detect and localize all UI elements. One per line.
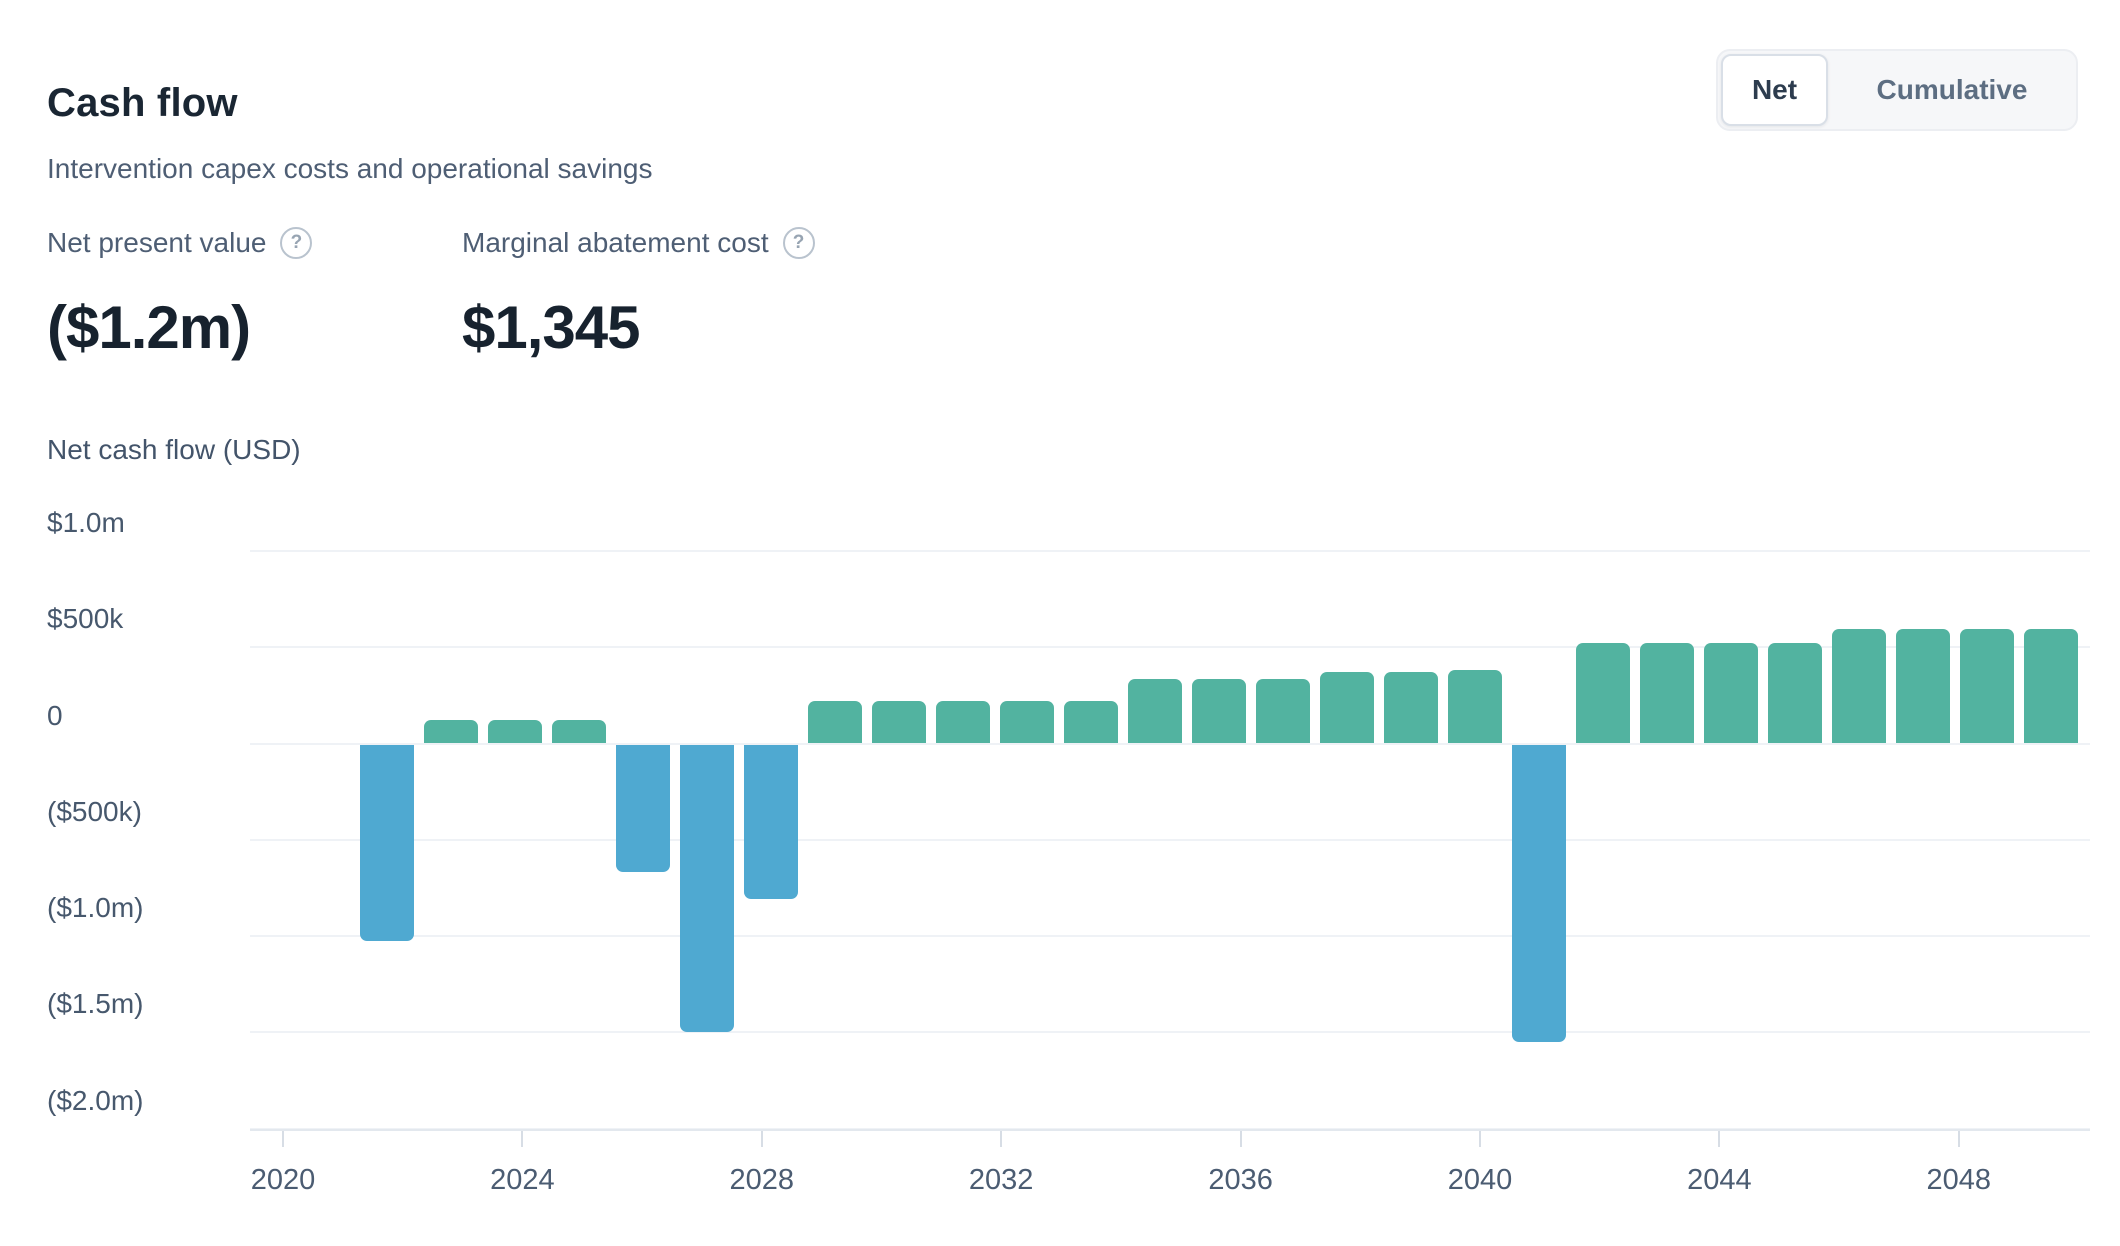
mac-value: $1,345 bbox=[462, 294, 641, 361]
bar-2038[interactable] bbox=[1384, 671, 1438, 743]
x-tick-label: 2048 bbox=[1926, 1164, 1992, 1196]
gridline bbox=[250, 549, 2090, 552]
bar-2039[interactable] bbox=[1448, 669, 1502, 743]
x-tick-label: 2024 bbox=[490, 1164, 555, 1196]
mac-label-text: Marginal abatement cost bbox=[462, 227, 769, 258]
bar-2042[interactable] bbox=[1640, 642, 1694, 743]
x-tick-label: 2044 bbox=[1687, 1164, 1752, 1196]
mac-kpi-label: Marginal abatement cost ? bbox=[462, 226, 815, 260]
gridline bbox=[250, 935, 2090, 938]
y-tick-label: $500k bbox=[47, 603, 124, 635]
x-tick-mark bbox=[1000, 1131, 1003, 1147]
x-tick-label: 2028 bbox=[729, 1164, 795, 1196]
bar-2029[interactable] bbox=[808, 700, 862, 743]
toggle-cumulative-button[interactable]: Cumulative bbox=[1828, 54, 2076, 126]
bar-2023[interactable] bbox=[424, 719, 478, 743]
bar-2044[interactable] bbox=[1768, 642, 1822, 743]
bar-2046[interactable] bbox=[1896, 629, 1950, 743]
bar-2034[interactable] bbox=[1128, 679, 1182, 743]
view-toggle: Net Cumulative bbox=[1716, 49, 2078, 131]
page-title: Cash flow bbox=[47, 80, 238, 125]
npv-kpi-label: Net present value ? bbox=[47, 226, 313, 260]
bar-2036[interactable] bbox=[1256, 679, 1310, 743]
x-tick-label: 2036 bbox=[1208, 1164, 1273, 1196]
bar-2045[interactable] bbox=[1832, 629, 1886, 743]
gridline bbox=[250, 646, 2090, 649]
bar-2032[interactable] bbox=[1000, 700, 1054, 743]
gridline bbox=[250, 838, 2090, 841]
bar-2047[interactable] bbox=[1960, 629, 2014, 743]
x-tick-label: 2020 bbox=[250, 1164, 316, 1196]
y-tick-label: $1.0m bbox=[47, 506, 125, 538]
y-tick-label: ($2.0m) bbox=[47, 1084, 144, 1116]
bar-2027[interactable] bbox=[680, 745, 734, 1032]
y-tick-label: ($500k) bbox=[47, 795, 142, 827]
x-tick-label: 2040 bbox=[1447, 1164, 1513, 1196]
mac-help-icon[interactable]: ? bbox=[782, 227, 815, 259]
y-tick-label: ($1.0m) bbox=[47, 892, 144, 924]
gridline bbox=[250, 742, 2090, 745]
bar-2041[interactable] bbox=[1576, 642, 1630, 743]
x-tick-mark bbox=[1479, 1131, 1481, 1147]
bar-2037[interactable] bbox=[1320, 671, 1374, 743]
bar-2043[interactable] bbox=[1704, 642, 1758, 743]
x-tick-mark bbox=[1718, 1131, 1721, 1147]
x-tick-label: 2032 bbox=[968, 1164, 1034, 1196]
x-tick-mark bbox=[282, 1131, 284, 1147]
bar-2030[interactable] bbox=[872, 700, 926, 743]
bar-2026[interactable] bbox=[616, 745, 670, 873]
toggle-net-button[interactable]: Net bbox=[1721, 54, 1828, 126]
bar-2033[interactable] bbox=[1064, 700, 1118, 743]
x-tick-mark bbox=[521, 1131, 524, 1147]
gridline bbox=[250, 1031, 2090, 1034]
bar-2024[interactable] bbox=[488, 719, 542, 743]
x-axis-line bbox=[250, 1129, 2090, 1131]
x-tick-mark bbox=[1239, 1131, 1242, 1147]
y-tick-label: 0 bbox=[47, 699, 63, 731]
npv-value: ($1.2m) bbox=[47, 294, 251, 361]
bar-2025[interactable] bbox=[552, 719, 606, 743]
page-subtitle: Intervention capex costs and operational… bbox=[47, 153, 653, 184]
bar-2031[interactable] bbox=[936, 700, 990, 743]
gridline bbox=[250, 1127, 2090, 1130]
npv-help-icon[interactable]: ? bbox=[280, 227, 313, 259]
bar-2022[interactable] bbox=[360, 745, 414, 942]
npv-label-text: Net present value bbox=[47, 227, 267, 258]
bar-2035[interactable] bbox=[1192, 679, 1246, 743]
bar-2028[interactable] bbox=[744, 745, 798, 900]
bar-2040[interactable] bbox=[1512, 745, 1566, 1042]
bar-2048[interactable] bbox=[2024, 629, 2078, 743]
x-tick-mark bbox=[1957, 1131, 1960, 1147]
y-axis-title: Net cash flow (USD) bbox=[47, 434, 301, 465]
y-tick-label: ($1.5m) bbox=[47, 988, 144, 1020]
x-tick-mark bbox=[760, 1131, 763, 1147]
